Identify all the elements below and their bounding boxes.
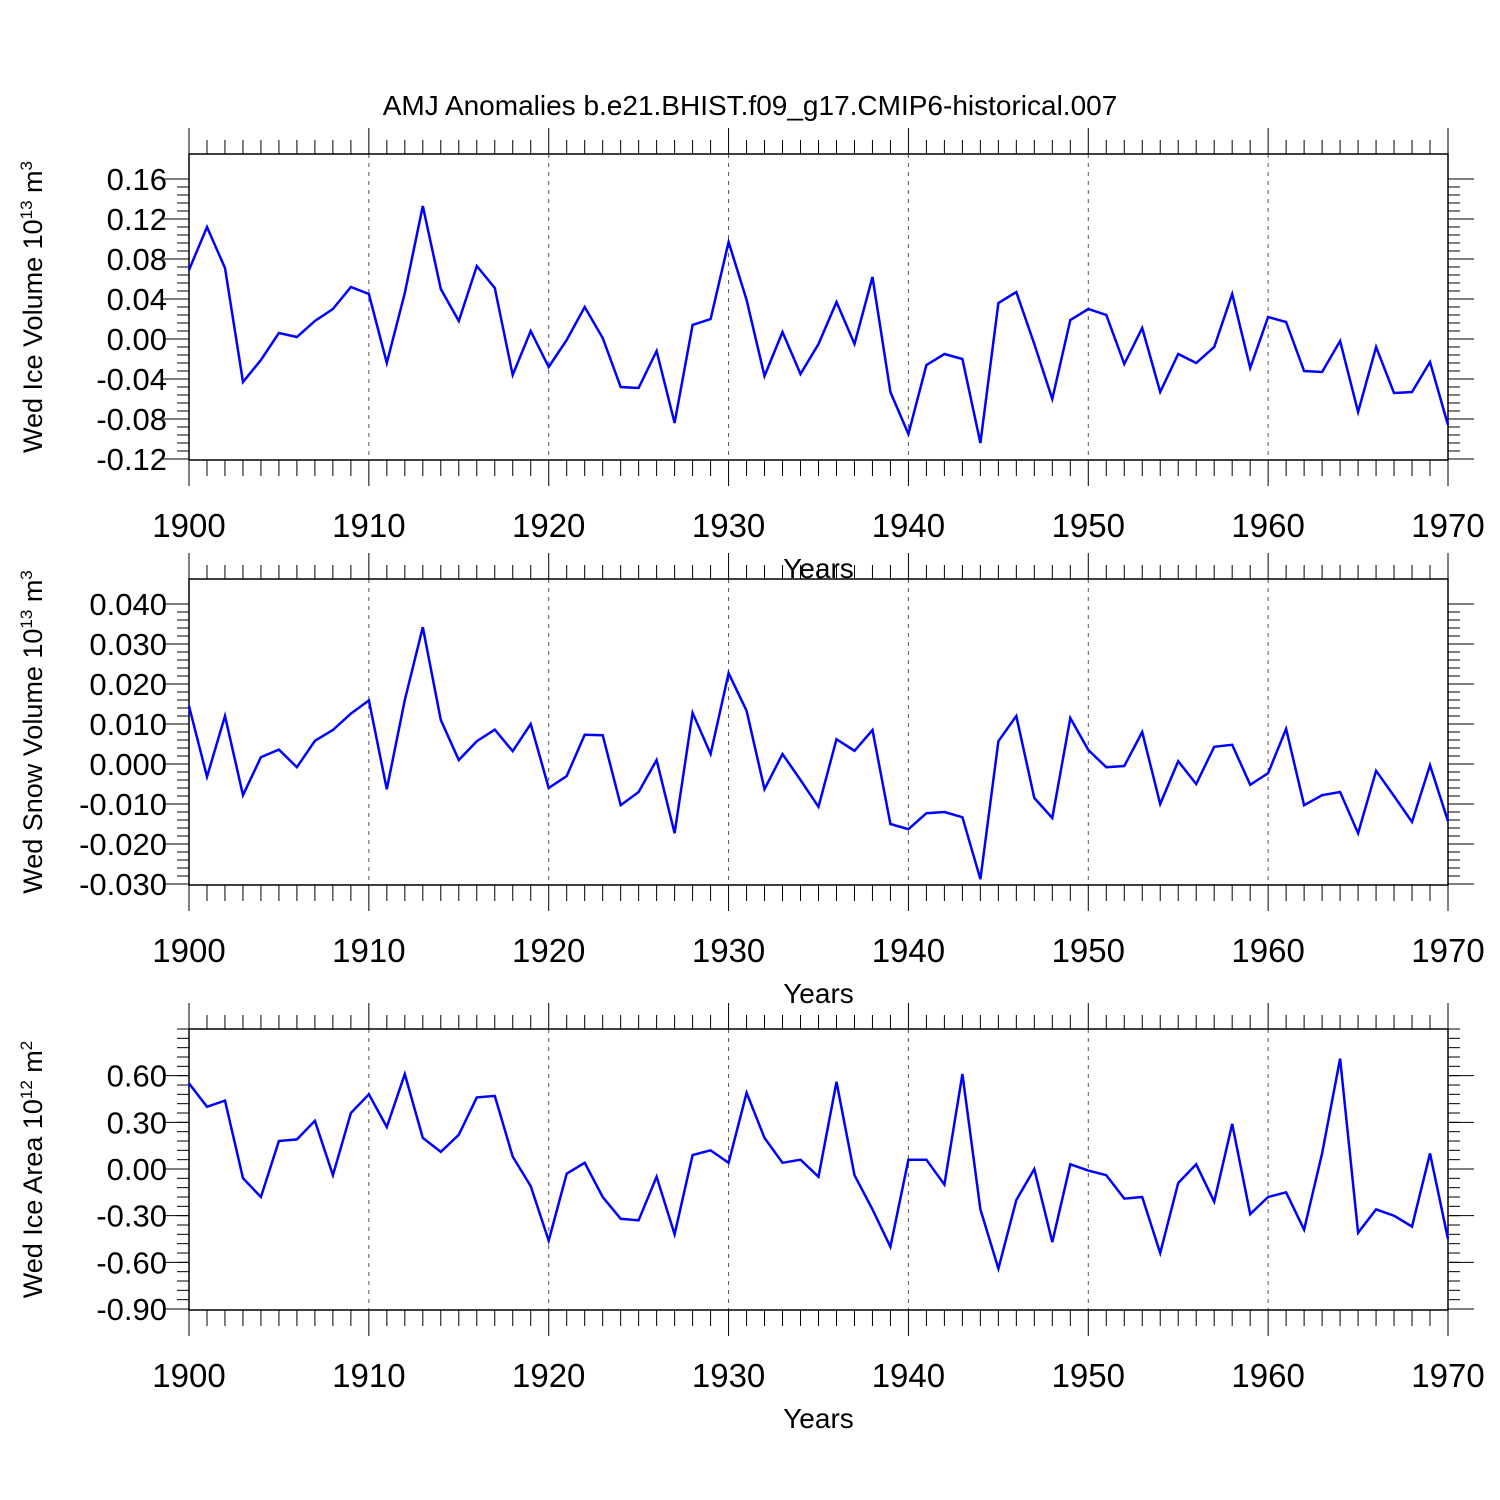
x-tick-label: 1920 bbox=[512, 932, 585, 969]
plot-frame bbox=[188, 1028, 1449, 1311]
y-tick-label: 0.010 bbox=[89, 707, 167, 742]
chart-panel-1: -0.12 -0.08 -0.04 0.00 0.04 0.08 0.12 0.16 1900 1… bbox=[17, 128, 1485, 584]
x-tick-label: 1910 bbox=[332, 1357, 405, 1394]
series-line bbox=[188, 1058, 1450, 1274]
x-tick-label: 1930 bbox=[692, 507, 765, 544]
chart-panel-3: -0.90 -0.60 -0.30 0.00 0.30 0.60 1900 1910 1920 1… bbox=[17, 1003, 1485, 1434]
x-tick-label: 1960 bbox=[1231, 932, 1304, 969]
x-tick-label: 1960 bbox=[1231, 507, 1304, 544]
y-axis-label: Wed Ice Volume 1013 m3 bbox=[17, 161, 48, 453]
y-tick-label: 0.000 bbox=[89, 747, 167, 782]
y-tick-label: 0.30 bbox=[107, 1105, 167, 1140]
x-tick-label: 1930 bbox=[692, 932, 765, 969]
y-tick-label: -0.04 bbox=[96, 362, 167, 397]
series-line bbox=[187, 205, 1450, 444]
y-tick-label: 0.00 bbox=[107, 1152, 167, 1187]
x-axis-label: Years bbox=[783, 1403, 854, 1434]
chart-panels: -0.12 -0.08 -0.04 0.00 0.04 0.08 0.12 0.16 1900 1… bbox=[17, 128, 1485, 1434]
x-tick-label: 1970 bbox=[1411, 507, 1484, 544]
x-tick-label: 1940 bbox=[872, 507, 945, 544]
y-tick-label: -0.020 bbox=[79, 827, 167, 862]
x-tick-label: 1900 bbox=[152, 507, 225, 544]
x-tick-label: 1910 bbox=[332, 932, 405, 969]
x-tick-label: 1950 bbox=[1052, 507, 1125, 544]
y-tick-label: 0.16 bbox=[107, 162, 167, 197]
y-tick-label: -0.90 bbox=[96, 1292, 167, 1327]
x-tick-label: 1940 bbox=[872, 932, 945, 969]
x-tick-label: 1910 bbox=[332, 507, 405, 544]
x-tick-label: 1960 bbox=[1231, 1357, 1304, 1394]
y-tick-label: -0.08 bbox=[96, 402, 167, 437]
y-tick-label: 0.60 bbox=[107, 1059, 167, 1094]
y-tick-label: -0.30 bbox=[96, 1199, 167, 1234]
y-tick-label: 0.00 bbox=[107, 322, 167, 357]
x-tick-label: 1920 bbox=[512, 1357, 585, 1394]
x-tick-label: 1930 bbox=[692, 1357, 765, 1394]
x-tick-label: 1920 bbox=[512, 507, 585, 544]
x-tick-label: 1970 bbox=[1411, 1357, 1484, 1394]
plot-frame bbox=[188, 578, 1449, 886]
series-line bbox=[187, 626, 1450, 880]
y-tick-label: -0.030 bbox=[79, 867, 167, 902]
y-tick-label: 0.08 bbox=[107, 242, 167, 277]
y-tick-label: 0.04 bbox=[107, 282, 167, 317]
x-tick-label: 1970 bbox=[1411, 932, 1484, 969]
x-tick-label: 1950 bbox=[1052, 1357, 1125, 1394]
y-axis-label: Wed Ice Area 1012 m2 bbox=[17, 1041, 48, 1299]
x-tick-label: 1940 bbox=[872, 1357, 945, 1394]
y-tick-label: 0.040 bbox=[89, 587, 167, 622]
plot-frame bbox=[188, 153, 1449, 461]
y-tick-label: -0.010 bbox=[79, 787, 167, 822]
x-tick-label: 1900 bbox=[152, 932, 225, 969]
y-tick-label: -0.12 bbox=[96, 442, 167, 477]
x-axis-label: Years bbox=[783, 978, 854, 1009]
y-tick-label: 0.020 bbox=[89, 667, 167, 702]
chart-panel-2: -0.030 -0.020 -0.010 0.000 0.010 0.020 0.030 0.… bbox=[17, 553, 1485, 1009]
y-tick-label: -0.60 bbox=[96, 1245, 167, 1280]
y-axis-label: Wed Snow Volume 1013 m3 bbox=[17, 570, 48, 894]
y-tick-label: 0.030 bbox=[89, 627, 167, 662]
y-tick-label: 0.12 bbox=[107, 202, 167, 237]
chart-title: AMJ Anomalies b.e21.BHIST.f09_g17.CMIP6-… bbox=[383, 90, 1118, 121]
x-tick-label: 1950 bbox=[1052, 932, 1125, 969]
x-tick-label: 1900 bbox=[152, 1357, 225, 1394]
